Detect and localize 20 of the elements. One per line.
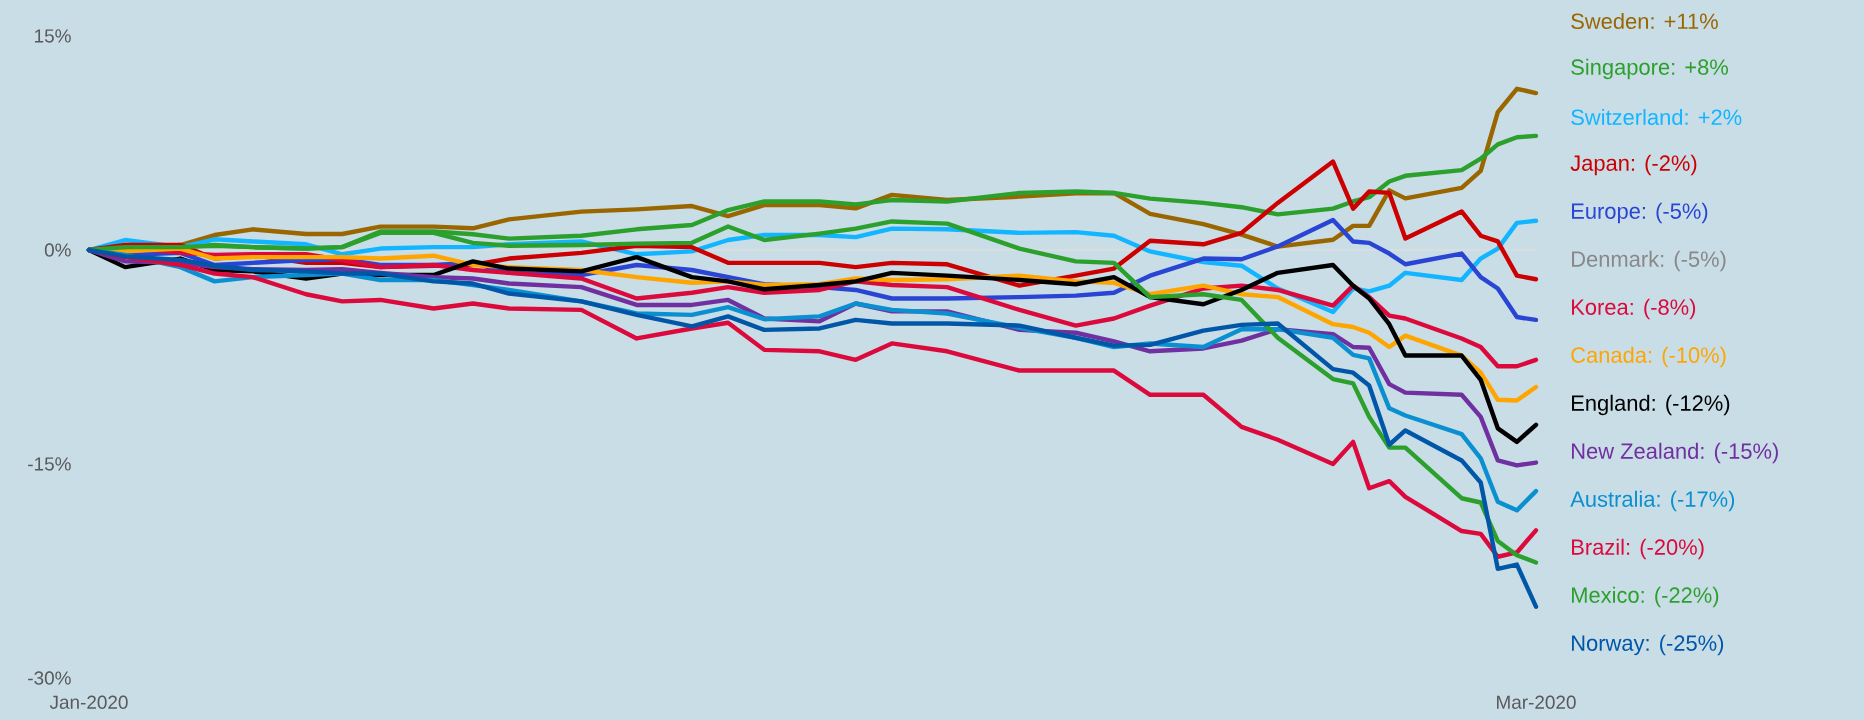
x-tick-label: Mar-2020 xyxy=(1497,695,1576,709)
text: Europe: (-5%) xyxy=(1572,202,1708,224)
text: Japan: (-2%) xyxy=(1570,154,1697,176)
series-label: Mexico: (-22%) xyxy=(1572,586,1719,608)
series-label: Brazil: (-20%) xyxy=(1572,538,1704,560)
text: Korea: (-8%) xyxy=(1572,298,1696,320)
text: Singapore: +8% xyxy=(1571,58,1729,80)
y-tick-label: 15% xyxy=(35,29,71,43)
text: Norway: (-25%) xyxy=(1572,634,1724,656)
legend-label: Denmark: (-5%) xyxy=(1572,250,1726,272)
text: Sweden: +11% xyxy=(1571,12,1718,30)
y-tick-label: 0% xyxy=(44,243,71,257)
y-tick-label: -30% xyxy=(28,671,71,685)
series-label: England: (-12%) xyxy=(1572,394,1730,416)
x-tick-label: Jan-2020 xyxy=(49,695,128,709)
series-label: New Zealand: (-15%) xyxy=(1572,442,1778,464)
y-tick-label: -15% xyxy=(28,457,71,471)
series-label: Australia: (-17%) xyxy=(1570,490,1735,512)
series-label: Canada: (-10%) xyxy=(1571,346,1726,368)
text: Switzerland: +2% xyxy=(1571,108,1742,126)
